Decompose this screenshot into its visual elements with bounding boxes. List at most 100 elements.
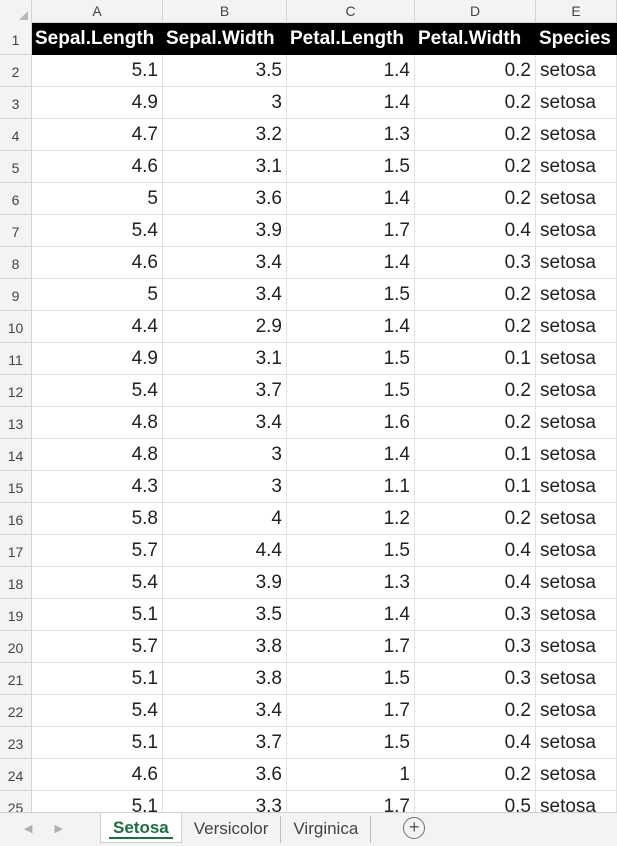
table-cell[interactable]: setosa [536,471,617,503]
table-cell[interactable]: 4.9 [32,87,163,119]
table-cell[interactable]: 0.2 [415,87,536,119]
sheet-tab-versicolor[interactable]: Versicolor [182,816,282,843]
table-cell[interactable]: 4.8 [32,439,163,471]
table-cell[interactable]: 1.7 [287,695,415,727]
table-cell[interactable]: 1.4 [287,87,415,119]
table-cell[interactable]: 4.6 [32,759,163,791]
table-cell[interactable]: 0.2 [415,503,536,535]
row-header[interactable]: 15 [0,471,32,503]
table-cell[interactable]: 0.5 [415,791,536,812]
row-header[interactable]: 1 [0,23,32,55]
sheet-tab-setosa[interactable]: Setosa [100,813,182,843]
table-cell[interactable]: 3.8 [163,663,287,695]
table-cell[interactable]: 3.4 [163,407,287,439]
table-cell[interactable]: 1 [287,759,415,791]
table-cell[interactable]: 5.4 [32,695,163,727]
table-cell[interactable]: setosa [536,247,617,279]
table-cell[interactable]: 1.6 [287,407,415,439]
row-header[interactable]: 25 [0,791,32,812]
table-cell[interactable]: 1.4 [287,55,415,87]
table-cell[interactable]: setosa [536,439,617,471]
row-header[interactable]: 13 [0,407,32,439]
header-cell-sepal-length[interactable]: Sepal.Length [32,23,163,55]
table-cell[interactable]: setosa [536,503,617,535]
table-cell[interactable]: setosa [536,215,617,247]
row-header[interactable]: 7 [0,215,32,247]
row-header[interactable]: 4 [0,119,32,151]
table-cell[interactable]: 1.3 [287,567,415,599]
table-cell[interactable]: 3.9 [163,215,287,247]
header-cell-petal-width[interactable]: Petal.Width [415,23,536,55]
table-cell[interactable]: 4.6 [32,247,163,279]
table-cell[interactable]: 3.4 [163,695,287,727]
table-cell[interactable]: 0.2 [415,311,536,343]
table-cell[interactable]: 3.8 [163,631,287,663]
table-cell[interactable]: 1.5 [287,279,415,311]
table-cell[interactable]: setosa [536,87,617,119]
table-cell[interactable]: 5.8 [32,503,163,535]
table-cell[interactable]: setosa [536,663,617,695]
table-cell[interactable]: 0.2 [415,119,536,151]
table-cell[interactable]: 0.2 [415,183,536,215]
table-cell[interactable]: 3.9 [163,567,287,599]
table-cell[interactable]: 0.3 [415,631,536,663]
column-header-c[interactable]: C [287,0,415,23]
scroll-tabs-left-icon[interactable]: ◀ [24,822,33,835]
table-cell[interactable]: setosa [536,55,617,87]
table-cell[interactable]: 5.1 [32,727,163,759]
table-cell[interactable]: 0.3 [415,663,536,695]
table-cell[interactable]: 4.9 [32,343,163,375]
table-cell[interactable]: 5 [32,183,163,215]
column-header-b[interactable]: B [163,0,287,23]
table-cell[interactable]: 5.1 [32,599,163,631]
column-header-e[interactable]: E [536,0,617,23]
row-header[interactable]: 12 [0,375,32,407]
select-all-corner[interactable] [0,0,32,23]
table-cell[interactable]: 1.4 [287,183,415,215]
table-cell[interactable]: 5.7 [32,535,163,567]
table-cell[interactable]: 1.4 [287,439,415,471]
row-header[interactable]: 11 [0,343,32,375]
table-cell[interactable]: 1.1 [287,471,415,503]
table-cell[interactable]: 1.7 [287,791,415,812]
row-header[interactable]: 6 [0,183,32,215]
table-cell[interactable]: setosa [536,599,617,631]
table-cell[interactable]: 0.2 [415,407,536,439]
table-cell[interactable]: 3.4 [163,279,287,311]
table-cell[interactable]: 1.7 [287,215,415,247]
table-cell[interactable]: 4 [163,503,287,535]
row-header[interactable]: 23 [0,727,32,759]
header-cell-sepal-width[interactable]: Sepal.Width [163,23,287,55]
table-cell[interactable]: setosa [536,375,617,407]
row-header[interactable]: 24 [0,759,32,791]
row-header[interactable]: 19 [0,599,32,631]
table-cell[interactable]: setosa [536,535,617,567]
table-cell[interactable]: 5.4 [32,375,163,407]
add-sheet-icon[interactable]: + [403,817,426,839]
table-cell[interactable]: 0.4 [415,727,536,759]
table-cell[interactable]: setosa [536,759,617,791]
row-header[interactable]: 18 [0,567,32,599]
row-header[interactable]: 21 [0,663,32,695]
table-cell[interactable]: 0.2 [415,279,536,311]
table-cell[interactable]: setosa [536,343,617,375]
row-header[interactable]: 9 [0,279,32,311]
table-cell[interactable]: setosa [536,727,617,759]
scroll-tabs-right-icon[interactable]: ▶ [54,822,63,835]
table-cell[interactable]: 3.5 [163,55,287,87]
row-header[interactable]: 20 [0,631,32,663]
table-cell[interactable]: 5.1 [32,663,163,695]
table-cell[interactable]: 3.7 [163,727,287,759]
table-cell[interactable]: 5.1 [32,55,163,87]
table-cell[interactable]: setosa [536,279,617,311]
table-cell[interactable]: 5.7 [32,631,163,663]
table-cell[interactable]: setosa [536,151,617,183]
table-cell[interactable]: 4.4 [32,311,163,343]
table-cell[interactable]: 3.6 [163,183,287,215]
table-cell[interactable]: 3 [163,471,287,503]
table-cell[interactable]: setosa [536,631,617,663]
table-cell[interactable]: 0.4 [415,567,536,599]
table-cell[interactable]: 3.1 [163,151,287,183]
table-cell[interactable]: 3 [163,439,287,471]
table-cell[interactable]: 1.4 [287,599,415,631]
